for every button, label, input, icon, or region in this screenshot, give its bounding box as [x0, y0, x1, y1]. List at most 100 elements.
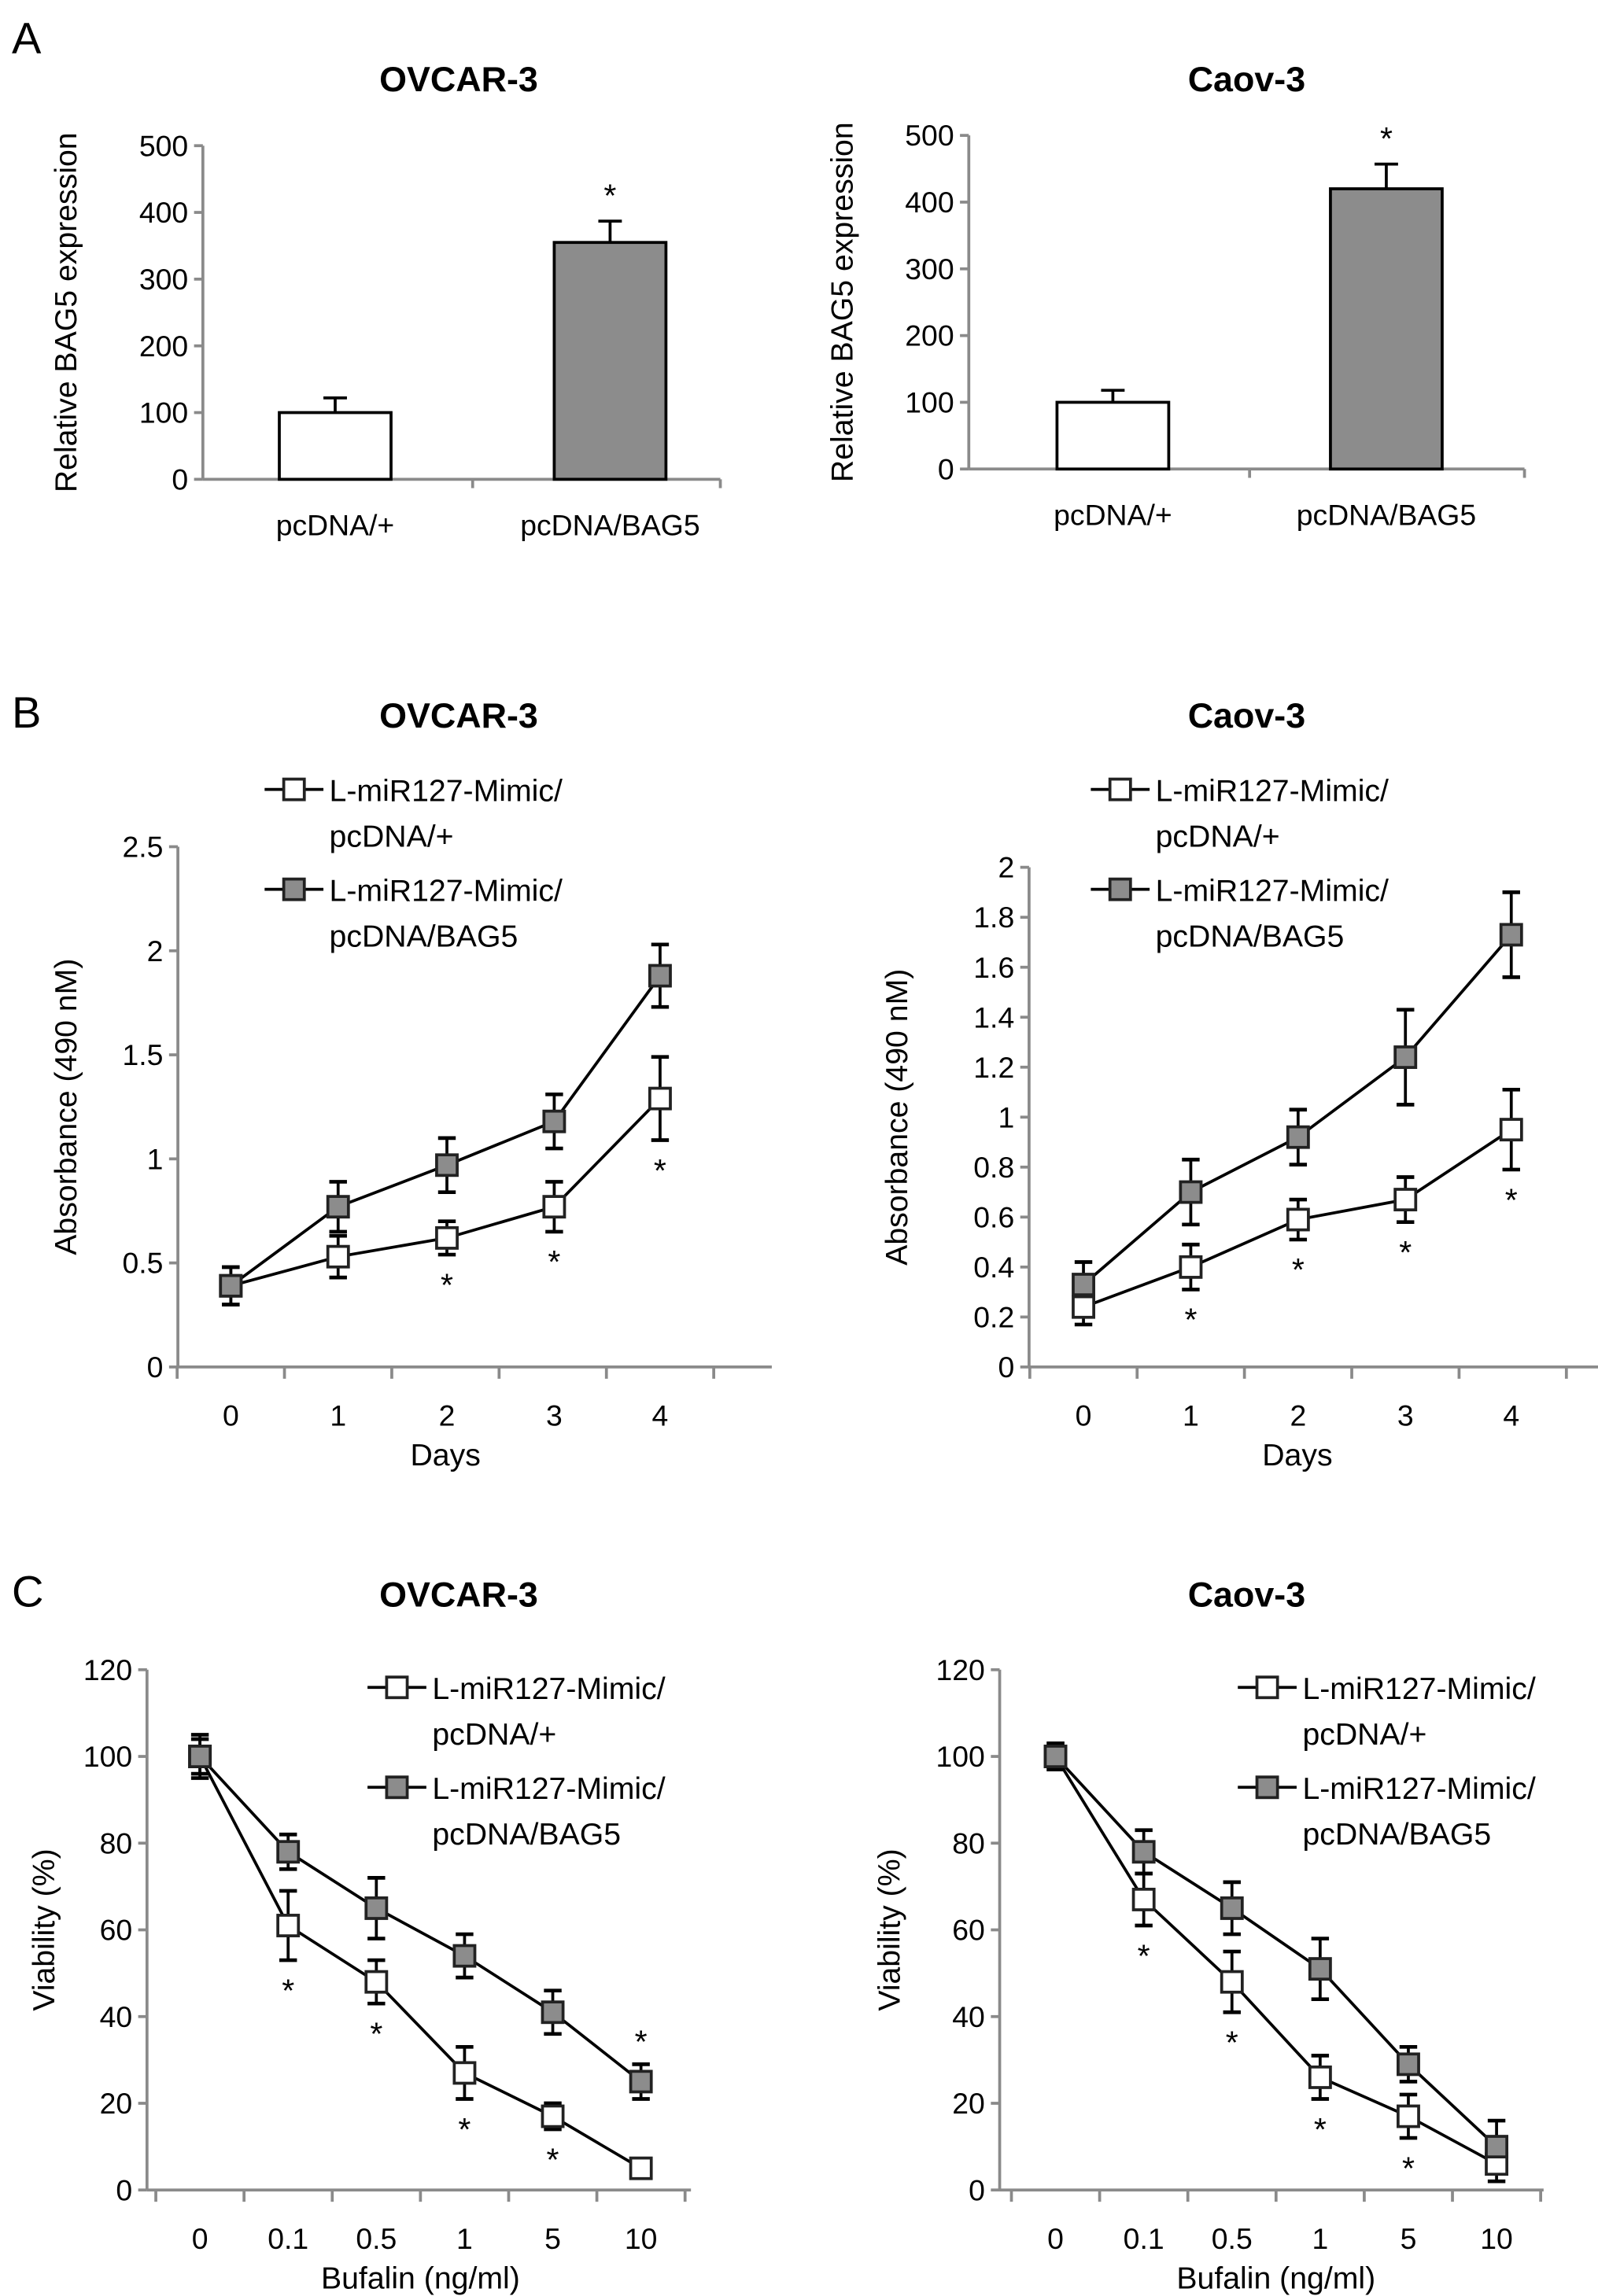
data-point-marker [1499, 923, 1523, 947]
significance-star: * [654, 1152, 666, 1189]
significance-star: * [603, 177, 616, 213]
data-point-marker [1485, 2135, 1509, 2159]
series-line [1054, 1756, 1497, 2165]
x-axis-label: Days [1262, 1438, 1332, 1472]
significance-star: * [1402, 2150, 1415, 2186]
y-tick-label: 0.6 [973, 1200, 1014, 1233]
x-tick-label: 0 [1076, 1399, 1092, 1432]
y-tick-label: 60 [952, 1914, 985, 1947]
y-tick-label: 200 [905, 319, 954, 352]
data-point-marker [188, 1745, 212, 1768]
significance-star: * [282, 1972, 294, 2008]
legend-marker [1108, 877, 1132, 901]
bar [1055, 400, 1171, 471]
data-point-marker [219, 1273, 243, 1298]
legend-marker [1255, 1775, 1279, 1800]
bar [278, 411, 393, 481]
significance-star: * [1314, 2111, 1327, 2147]
legend-label: pcDNA/+ [1156, 819, 1280, 853]
data-point-marker [648, 964, 672, 988]
x-tick-label: 1 [456, 2222, 473, 2255]
chart-title: Caov-3 [1188, 59, 1305, 99]
legend-label: pcDNA/BAG5 [330, 920, 519, 954]
chart-c-caov3: Caov-3 0 20 40 60 80 100 120 Viability (%) 0 0.1 0.… [872, 1574, 1544, 2295]
y-tick-label: 1.2 [973, 1051, 1014, 1084]
legend-marker [1255, 1675, 1279, 1700]
legend-marker [385, 1775, 409, 1800]
y-tick-label: 100 [139, 396, 188, 429]
y-tick-label: 80 [952, 1826, 985, 1859]
series-line [1054, 1755, 1498, 2148]
y-tick-label: 500 [905, 119, 954, 152]
data-point-marker [1131, 1887, 1156, 1911]
significance-star: * [458, 2111, 471, 2147]
legend-marker [385, 1675, 409, 1700]
data-point-marker [629, 2156, 653, 2180]
legend-marker [1108, 777, 1132, 802]
y-tick-label: 500 [139, 129, 188, 162]
y-tick-label: 1.4 [973, 1001, 1014, 1034]
chart-a-ovcar3: OVCAR-3 0 100 200 300 400 500 Relative BAG5 exp… [49, 59, 722, 541]
legend-marker [282, 777, 306, 802]
y-tick-label: 1 [147, 1142, 164, 1175]
x-tick-label: 10 [1480, 2222, 1513, 2255]
x-tick-label: 2 [1290, 1399, 1306, 1432]
y-axis-label: Absorbance (490 nM) [49, 959, 83, 1255]
chart-b-ovcar3: OVCAR-3 0 0.5 1 1.5 2 2.5 Absorbance (490 nM) 0 1… [49, 695, 772, 1472]
panel-letter: A [12, 13, 42, 63]
series-line [198, 1756, 642, 2170]
y-tick-label: 100 [936, 1740, 985, 1773]
legend-label: L-miR127-Mimic/ [330, 874, 563, 908]
data-point-marker [1220, 1970, 1244, 1994]
legend-label: L-miR127-Mimic/ [432, 1671, 665, 1706]
data-point-marker [364, 1896, 389, 1920]
x-tick-label: 0.5 [356, 2222, 397, 2255]
y-tick-label: 400 [139, 196, 188, 229]
y-tick-label: 40 [100, 2000, 133, 2033]
legend-label: pcDNA/BAG5 [432, 1817, 621, 1852]
x-tick-label: 0 [223, 1399, 239, 1432]
data-point-marker [541, 2104, 565, 2128]
data-point-marker [1308, 1957, 1332, 1981]
y-tick-label: 100 [905, 386, 954, 419]
legend-label: pcDNA/+ [432, 1717, 556, 1752]
legend-marker [282, 877, 306, 901]
legend-label: L-miR127-Mimic/ [1156, 774, 1389, 809]
y-tick-label: 0 [116, 2173, 132, 2206]
data-point-marker [542, 1195, 566, 1219]
legend-label: pcDNA/BAG5 [1156, 920, 1345, 954]
legend-label: pcDNA/+ [330, 819, 454, 853]
y-tick-label: 20 [952, 2087, 985, 2120]
y-tick-label: 2 [147, 934, 164, 967]
legend-label: L-miR127-Mimic/ [330, 774, 563, 809]
data-point-marker [542, 1109, 566, 1133]
y-tick-label: 400 [905, 186, 954, 219]
y-tick-label: 0.2 [973, 1300, 1014, 1333]
significance-star: * [1226, 2025, 1238, 2061]
x-tick-label: 3 [546, 1399, 563, 1432]
significance-star: * [547, 2141, 559, 2177]
y-tick-label: 0 [147, 1351, 164, 1384]
x-axis-label: Bufalin (ng/ml) [1176, 2261, 1375, 2295]
chart-title: OVCAR-3 [379, 695, 538, 735]
significance-star: * [1380, 120, 1393, 157]
y-axis-label: Relative BAG5 expression [49, 132, 83, 492]
chart-c-ovcar3: OVCAR-3 0 20 40 60 80 100 120 Viability (%) 0 0.1 0… [27, 1574, 692, 2295]
data-point-marker [1220, 1896, 1244, 1920]
chart-a-caov3: Caov-3 0 100 200 300 400 500 Relative BAG5 expr… [825, 59, 1526, 531]
significance-star: * [1292, 1251, 1305, 1288]
significance-star: * [441, 1266, 453, 1303]
y-tick-label: 0.4 [973, 1251, 1014, 1284]
data-point-marker [452, 1944, 477, 1968]
y-tick-label: 200 [139, 330, 188, 363]
data-point-marker [1043, 1745, 1068, 1768]
y-tick-label: 120 [83, 1653, 132, 1686]
y-tick-label: 0 [172, 463, 188, 496]
legend-label: pcDNA/BAG5 [1302, 1817, 1491, 1852]
x-tick-label: 0.1 [268, 2222, 308, 2255]
chart-title: OVCAR-3 [379, 1574, 538, 1614]
data-point-marker [1308, 2065, 1332, 2089]
legend-label: L-miR127-Mimic/ [1156, 874, 1389, 908]
data-point-marker [629, 2069, 653, 2094]
